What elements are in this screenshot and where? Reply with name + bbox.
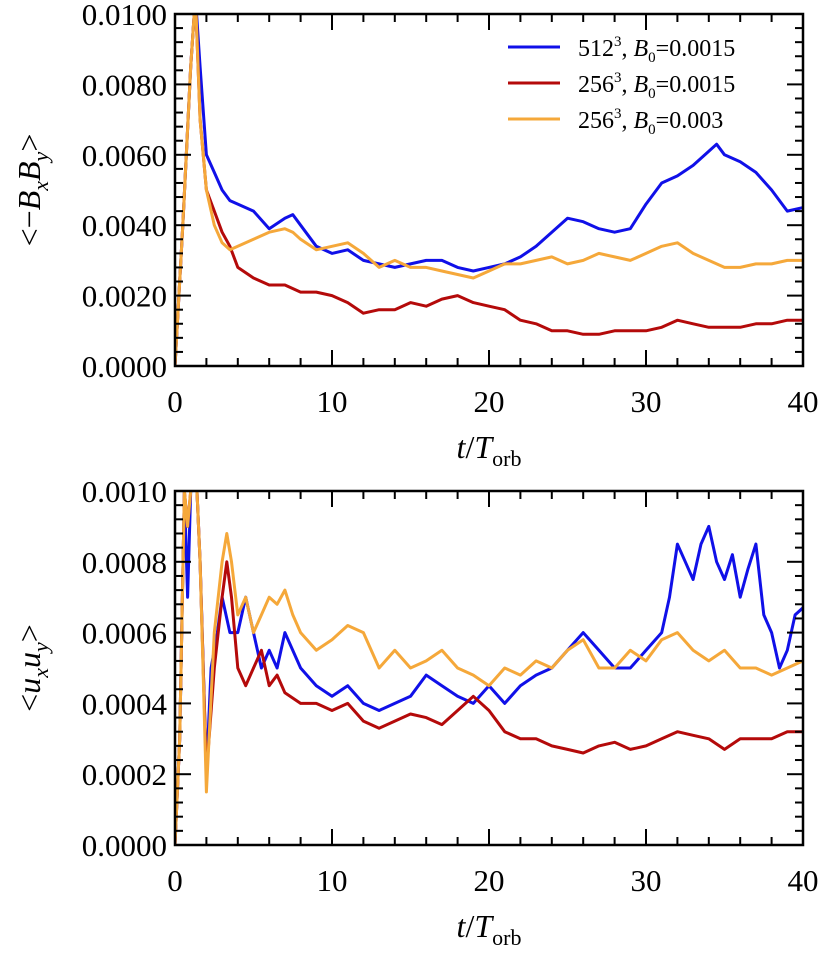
y-tick-label: 0.0000 [82,349,167,384]
x-tick-label: 30 [631,384,662,419]
x-tick-label: 0 [167,384,183,419]
x-tick-label: 20 [474,384,505,419]
y-tick-label: 0.0004 [82,686,168,721]
plot-frame [173,12,805,368]
x-tick-label: 10 [317,863,348,898]
y-tick-label: 0.0000 [82,828,167,863]
y-tick-label: 0.0080 [82,67,167,102]
bottom-panel-uxuy: 0 10 20 30 40 0.0000 0.0002 0.0004 0.0006 0.0008 0… [11,474,819,950]
x-tick-label: 20 [474,863,505,898]
series-line-2 [175,491,803,845]
series-line-2 [175,14,803,366]
legend-label: 2563, B0=0.003 [578,106,723,138]
legend-label: 2563, B0=0.0015 [578,70,735,102]
x-tick-label: 10 [317,384,348,419]
legend: 5123, B0=0.0015 2563, B0=0.0015 2563, B0=0… [508,34,735,138]
y-axis-label: <uxuy> [11,624,53,712]
series-line-1 [175,491,803,845]
y-tick-label: 0.0002 [82,757,167,792]
x-axis-label: t/Torb [457,429,522,471]
y-tick-label: 0.0060 [82,138,167,173]
legend-label: 5123, B0=0.0015 [578,34,735,66]
y-tick-label: 0.0040 [82,208,167,243]
x-axis-label: t/Torb [457,908,522,950]
x-tick-label: 0 [167,863,183,898]
y-tick-label: 0.0006 [82,616,167,651]
x-tick-label: 30 [631,863,662,898]
series-line-0 [175,14,803,366]
x-tick-label: 40 [788,384,819,419]
y-tick-label: 0.0100 [82,0,167,32]
series-line-1 [175,14,803,366]
top-panel-bxby: 0 10 20 30 40 0.0000 0.0020 0.0040 0.0060 0.0080 0… [11,0,819,471]
plot-frame [173,489,805,847]
x-tick-label: 40 [788,863,819,898]
series-line-0 [175,491,803,845]
y-tick-label: 0.0008 [82,545,167,580]
y-axis-label: <−BxBy> [11,134,53,247]
y-tick-label: 0.0020 [82,279,167,314]
y-tick-label: 0.0010 [82,474,167,509]
